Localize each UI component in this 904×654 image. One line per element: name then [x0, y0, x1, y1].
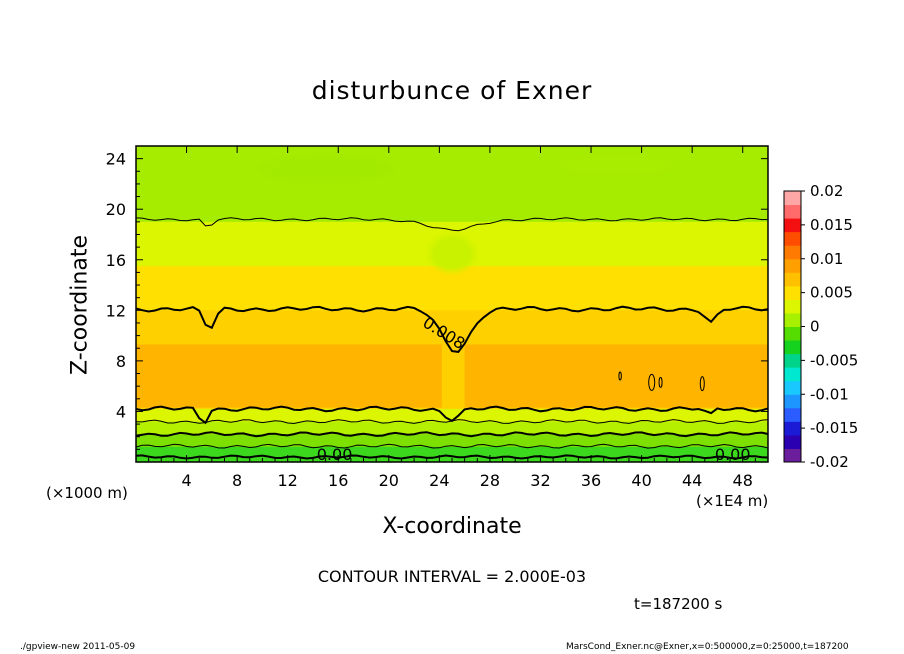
- colorbar-swatch: [784, 380, 801, 395]
- contour-label: 0.00: [317, 445, 353, 464]
- colorbar-swatch: [784, 258, 801, 273]
- chart-title: disturbunce of Exner: [311, 76, 593, 105]
- colorbar-swatch: [784, 285, 801, 300]
- contour-interval-text: CONTOUR INTERVAL = 2.000E-03: [317, 567, 587, 586]
- x-axis: 4 8 12 16 20 24 28 32 36 40 44 48: [148, 146, 756, 490]
- colorbar-swatch: [784, 367, 801, 382]
- contour-label: 0.00: [715, 445, 751, 464]
- y-axis-label: Z-coordinate: [67, 235, 93, 375]
- x-tick-label: 8: [232, 471, 242, 490]
- y-tick-label: 4: [116, 402, 126, 421]
- colorbar-label: 0.005: [810, 284, 853, 302]
- contour-loop: [658, 376, 663, 388]
- y-tick-label: 8: [116, 352, 126, 371]
- footer-left: ./gpview-new 2011-05-09: [20, 642, 136, 652]
- contour-line: [135, 305, 769, 353]
- colorbar-swatch: [784, 407, 801, 422]
- colorbar-swatch: [784, 245, 801, 260]
- colorbar-swatch: [784, 218, 801, 233]
- y-axis: 4 8 12 16 20 24: [106, 150, 768, 450]
- x-tick-label: 44: [682, 471, 702, 490]
- colorbar-swatch: [784, 394, 801, 409]
- x-tick-label: 4: [181, 471, 191, 490]
- contour-line: [135, 454, 769, 460]
- x-tick-label: 36: [581, 471, 601, 490]
- footer-right: MarsCond_Exner.nc@Exner,x=0:500000,z=0:2…: [566, 642, 849, 652]
- colorbar-swatch: [784, 231, 801, 246]
- colorbar-label: 0.015: [810, 216, 853, 234]
- colorbar-swatch: [784, 353, 801, 368]
- contour-line: [135, 419, 769, 425]
- colorbar-label: 0.01: [810, 250, 843, 268]
- field-gap: [441, 344, 465, 408]
- colorbar-swatch: [784, 272, 801, 287]
- x-tick-label: 16: [328, 471, 348, 490]
- colorbar-label: -0.01: [810, 385, 849, 403]
- contour-line: [135, 431, 769, 438]
- colorbar-swatch: [784, 434, 801, 449]
- contour-field: [136, 146, 768, 462]
- contour-loop: [699, 376, 705, 392]
- colorbar-swatch: [784, 204, 801, 219]
- x-axis-label: X-coordinate: [382, 514, 522, 539]
- colorbar-label: 0.02: [810, 182, 843, 200]
- y-unit-note: (×1000 m): [46, 484, 128, 502]
- y-tick-label: 24: [106, 150, 126, 169]
- colorbar: 0.02 0.015 0.01 0.005 0 -0.005 -0.01 -0.015 -0.0…: [783, 182, 858, 471]
- x-unit-note: (×1E4 m): [696, 492, 769, 510]
- field-band: [136, 146, 768, 222]
- colorbar-label: -0.015: [810, 419, 858, 437]
- y-tick-label: 16: [106, 251, 126, 270]
- x-tick-label: 48: [733, 471, 753, 490]
- contour-line: [135, 217, 769, 232]
- colorbar-label: -0.005: [810, 351, 858, 369]
- y-tick-label: 12: [106, 301, 126, 320]
- colorbar-swatch: [784, 340, 801, 355]
- contour-line: [135, 443, 769, 449]
- colorbar-swatch: [784, 312, 801, 327]
- x-tick-label: 24: [429, 471, 449, 490]
- x-tick-label: 12: [278, 471, 298, 490]
- time-label: t=187200 s: [634, 595, 723, 613]
- colorbar-swatch: [784, 326, 801, 341]
- field-patch: [255, 154, 396, 183]
- colorbar-label: -0.02: [810, 453, 849, 471]
- colorbar-swatch: [784, 299, 801, 314]
- colorbar-label: 0: [810, 318, 820, 336]
- colorbar-swatch: [784, 191, 801, 206]
- field-patch: [556, 154, 677, 175]
- colorbar-swatch: [784, 448, 801, 463]
- x-tick-label: 28: [480, 471, 500, 490]
- x-tick-label: 20: [379, 471, 399, 490]
- field-patch: [430, 235, 474, 272]
- contour-loop: [648, 373, 656, 391]
- x-tick-label: 40: [631, 471, 651, 490]
- contour-loop: [618, 371, 622, 381]
- x-tick-label: 32: [530, 471, 550, 490]
- y-tick-label: 20: [106, 200, 126, 219]
- colorbar-swatch: [784, 421, 801, 436]
